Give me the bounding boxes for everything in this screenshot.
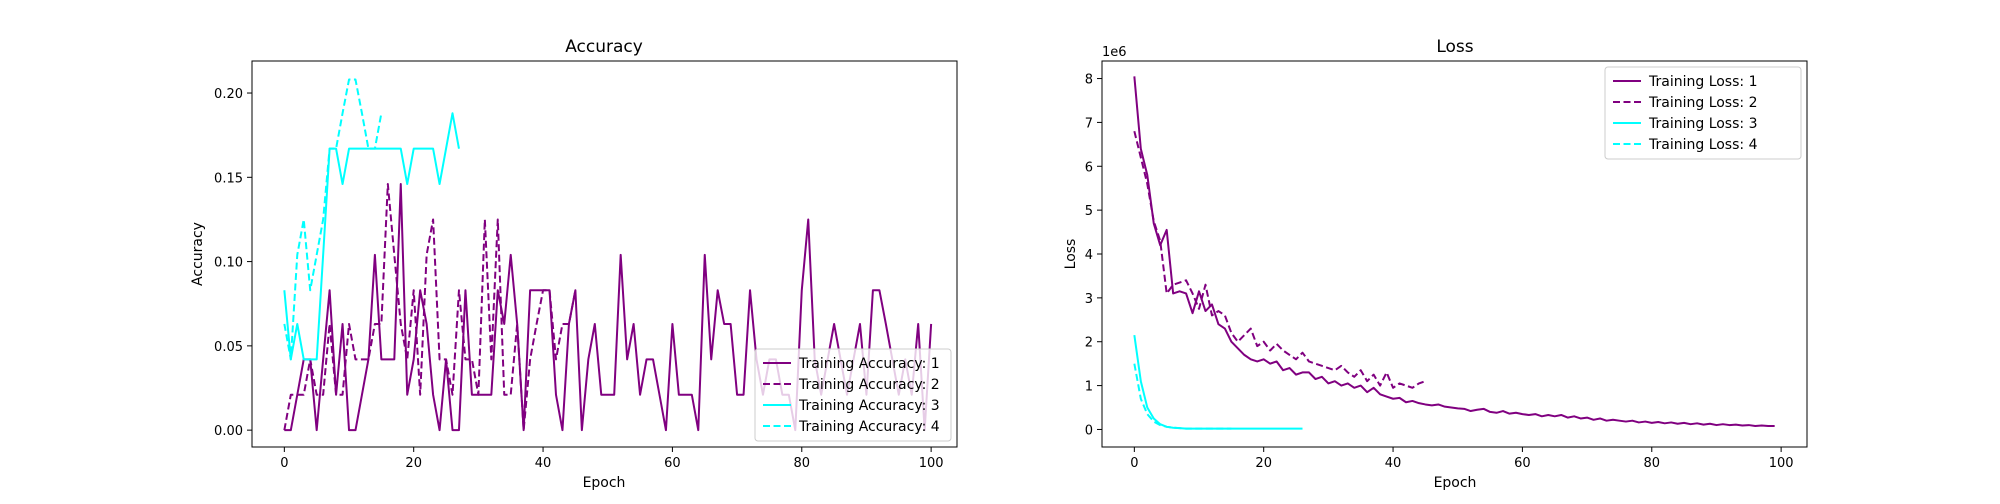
loss-exponent-label: 1e6 — [1102, 45, 1127, 60]
accuracy-series-line-2 — [283, 183, 577, 432]
accuracy-legend-label-4: Training Accuracy: 4 — [798, 419, 940, 435]
accuracy-series-line-4 — [283, 78, 383, 361]
loss-series-line-4 — [1133, 363, 1232, 430]
accuracy-xlabel: Epoch — [583, 475, 626, 491]
accuracy-legend-label-2: Training Accuracy: 2 — [798, 377, 940, 393]
accuracy-ytick-label: 0.20 — [214, 87, 243, 102]
loss-xtick-label: 0 — [1130, 456, 1138, 471]
loss-ytick-label: 1 — [1085, 380, 1093, 395]
accuracy-xtick-label: 20 — [405, 456, 422, 471]
loss-legend-label-2: Training Loss: 2 — [1648, 95, 1757, 111]
accuracy-ytick-label: 0.05 — [214, 340, 243, 355]
loss-xtick-label: 80 — [1643, 456, 1660, 471]
loss-legend-label-3: Training Loss: 3 — [1648, 116, 1757, 132]
loss-series-line-1 — [1133, 76, 1775, 427]
accuracy-legend-label-1: Training Accuracy: 1 — [798, 356, 940, 372]
loss-plot-area — [1133, 76, 1775, 430]
loss-xtick-label: 20 — [1255, 456, 1272, 471]
loss-legend-label-4: Training Loss: 4 — [1648, 137, 1758, 153]
loss-panel: Loss Epoch Loss 1e6 0 20 40 60 80 100 0 1 2 3 4 5 6 7… — [1063, 37, 1808, 491]
accuracy-ytick-label: 0.10 — [214, 256, 243, 271]
loss-ytick-label: 0 — [1085, 423, 1093, 438]
accuracy-title: Accuracy — [565, 37, 643, 57]
accuracy-axes-frame — [251, 60, 958, 448]
accuracy-xtick-label: 40 — [535, 456, 552, 471]
loss-legend-box — [1604, 66, 1802, 160]
accuracy-xtick-label: 80 — [793, 456, 810, 471]
loss-ylabel: Loss — [1063, 239, 1079, 270]
accuracy-ytick-label: 0.15 — [214, 171, 243, 186]
loss-ytick-label: 2 — [1085, 336, 1093, 351]
loss-legend-label-1: Training Loss: 1 — [1648, 74, 1757, 90]
loss-xlabel: Epoch — [1434, 475, 1477, 491]
loss-series-line-2 — [1133, 130, 1426, 389]
loss-ytick-label: 4 — [1085, 248, 1093, 263]
loss-title: Loss — [1436, 37, 1473, 57]
loss-ytick-label: 6 — [1085, 160, 1093, 175]
accuracy-xtick-label: 60 — [664, 456, 681, 471]
accuracy-xtick-label: 100 — [919, 456, 944, 471]
loss-ytick-label: 8 — [1085, 73, 1093, 88]
accuracy-ylabel: Accuracy — [190, 222, 206, 286]
accuracy-xtick-label: 0 — [280, 456, 288, 471]
loss-ytick-label: 7 — [1085, 116, 1093, 131]
loss-xtick-label: 100 — [1769, 456, 1794, 471]
loss-xtick-label: 40 — [1385, 456, 1402, 471]
accuracy-legend: Training Accuracy: 1 Training Accuracy: 2… — [754, 348, 952, 442]
loss-xtick-label: 60 — [1514, 456, 1531, 471]
loss-ytick-label: 5 — [1085, 204, 1093, 219]
loss-ytick-label: 3 — [1085, 292, 1093, 307]
loss-legend: Training Loss: 1 Training Loss: 2 Training… — [1604, 66, 1802, 160]
accuracy-legend-label-3: Training Accuracy: 3 — [798, 398, 940, 414]
accuracy-ytick-label: 0.00 — [214, 424, 243, 439]
accuracy-panel: Accuracy Epoch Accuracy 0 20 40 60 80 100 0.00… — [190, 37, 958, 491]
accuracy-legend-box — [754, 348, 952, 442]
